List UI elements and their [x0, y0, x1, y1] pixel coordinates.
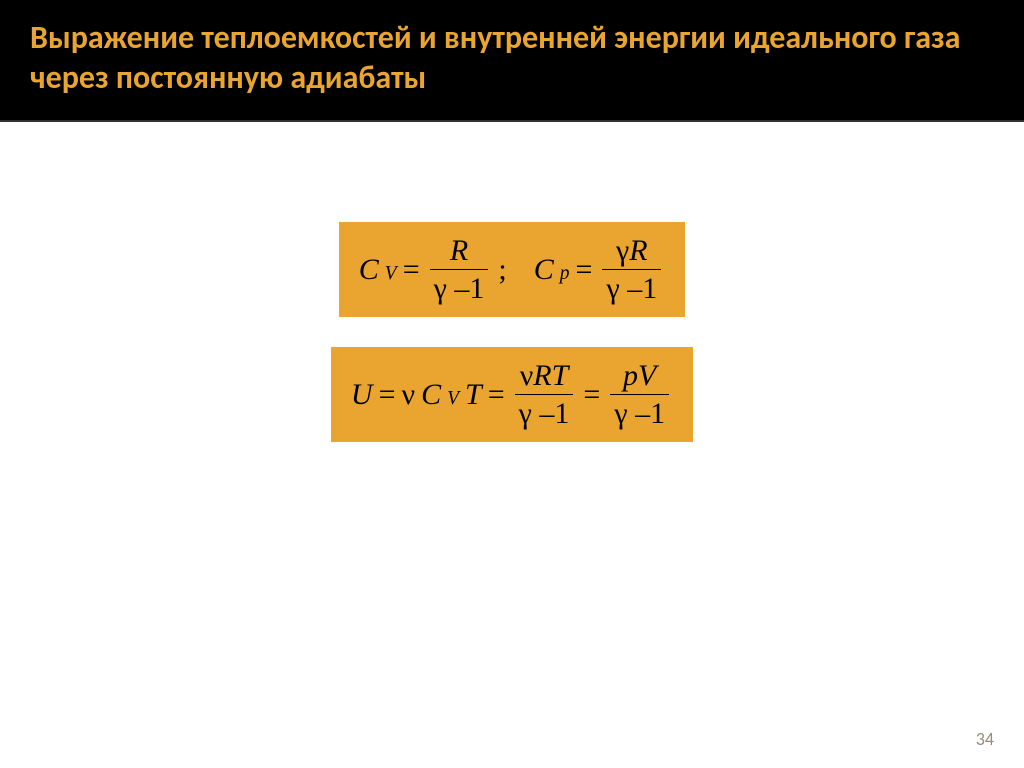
minus4: –	[635, 397, 650, 430]
V: V	[638, 359, 656, 392]
numerator-nuRT: νRT	[516, 359, 573, 394]
R2: R	[629, 234, 647, 267]
gamma2: γ	[616, 234, 629, 267]
fraction-nuRT: νRT γ –1	[515, 359, 574, 430]
formula-box-heat-capacities: CV = R γ –1 ; Cp = γR γ –1	[339, 222, 685, 317]
symbol-C2: C	[534, 253, 554, 287]
denominator-nuRT: γ –1	[515, 394, 574, 430]
T2: T	[552, 359, 569, 392]
subscript-V: V	[385, 263, 397, 285]
fraction-cv: R γ –1	[430, 234, 489, 305]
formula-U: U = νCVT = νRT γ –1 = pV γ –1	[351, 359, 673, 430]
one2: 1	[642, 272, 657, 305]
equals2: =	[576, 253, 593, 287]
denominator-cv: γ –1	[430, 269, 489, 305]
symbol-T: T	[465, 378, 482, 412]
equals4: =	[488, 378, 505, 412]
numerator-R: R	[446, 234, 472, 269]
minus: –	[454, 272, 469, 305]
equals5: =	[583, 378, 600, 412]
nu: ν	[402, 378, 416, 412]
subscript-V2: V	[447, 388, 459, 410]
one: 1	[469, 272, 484, 305]
minus2: –	[627, 272, 642, 305]
symbol-C: C	[359, 253, 379, 287]
formula-box-internal-energy: U = νCVT = νRT γ –1 = pV γ –1	[331, 347, 693, 442]
p: p	[623, 359, 638, 392]
gamma4: γ	[519, 397, 532, 430]
gamma3: γ	[606, 272, 619, 305]
denominator-pV: γ –1	[610, 394, 669, 430]
subscript-p: p	[560, 263, 570, 285]
one4: 1	[650, 397, 665, 430]
denominator-cp: γ –1	[602, 269, 661, 305]
minus3: –	[539, 397, 554, 430]
fraction-cp: γR γ –1	[602, 234, 661, 305]
formula-cv-cp: CV = R γ –1 ; Cp = γR γ –1	[359, 234, 665, 305]
separator: ;	[498, 253, 506, 287]
numerator-pV: pV	[619, 359, 660, 394]
R3: R	[533, 359, 551, 392]
gamma5: γ	[614, 397, 627, 430]
slide-content: CV = R γ –1 ; Cp = γR γ –1	[0, 122, 1024, 442]
numerator-cp: γR	[612, 234, 652, 269]
slide-header: Выражение теплоемкостей и внутренней эне…	[0, 0, 1024, 122]
symbol-U: U	[351, 378, 373, 412]
slide-title: Выражение теплоемкостей и внутренней эне…	[30, 18, 994, 98]
page-number: 34	[976, 728, 994, 750]
equals3: =	[379, 378, 396, 412]
nu2: ν	[520, 359, 534, 392]
equals: =	[403, 253, 420, 287]
gamma: γ	[434, 272, 447, 305]
one3: 1	[554, 397, 569, 430]
symbol-C3: C	[421, 378, 441, 412]
fraction-pV: pV γ –1	[610, 359, 669, 430]
